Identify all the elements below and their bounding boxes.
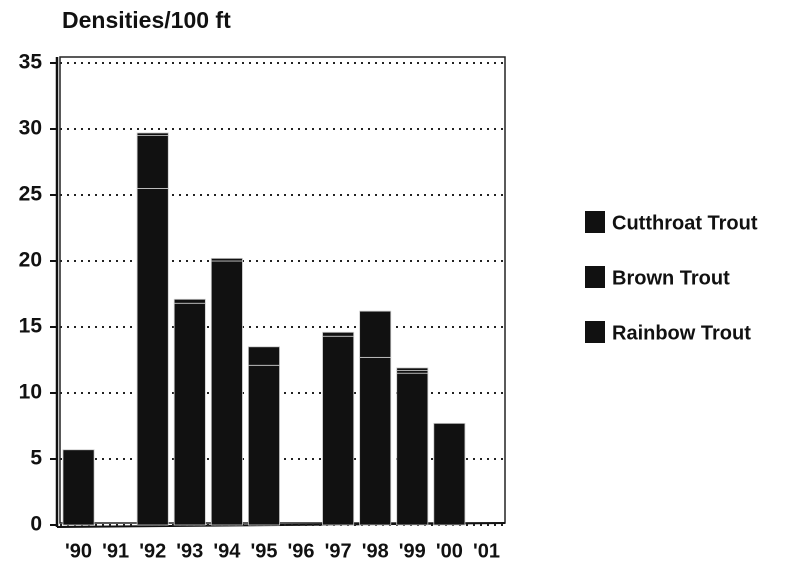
y-tick-label: 20: [19, 249, 42, 272]
y-tick-label: 10: [19, 381, 42, 404]
chart-title: Densities/100 ft: [62, 7, 231, 33]
x-tick-label: '91: [102, 540, 129, 562]
bar-segment: [210, 260, 243, 526]
bar-segment: [210, 257, 243, 262]
bar-segment: [396, 367, 429, 371]
x-tick-label: '92: [139, 540, 166, 562]
x-tick-label: '00: [436, 540, 463, 562]
x-tick-label: '99: [399, 540, 426, 562]
y-tick-label: 15: [19, 315, 43, 338]
bar-segment: [396, 372, 429, 526]
legend-swatch: [585, 321, 605, 343]
x-tick-label: '01: [473, 540, 500, 562]
bar-segment: [173, 302, 206, 526]
bar-segment: [359, 356, 392, 526]
x-tick-label: '90: [65, 540, 92, 562]
bar-segment: [173, 298, 206, 304]
x-tick-label: '93: [176, 540, 203, 562]
bar-segment: [322, 335, 355, 526]
x-tick-label: '94: [213, 540, 241, 562]
y-tick-label: 5: [30, 447, 42, 470]
legend-label: Rainbow Trout: [612, 322, 751, 344]
bar-segment: [322, 331, 355, 337]
bar-segment: [136, 132, 169, 137]
bar-segment: [433, 422, 466, 526]
bar-segment: [247, 346, 280, 366]
x-tick-label: '97: [325, 540, 352, 562]
y-tick-label: 25: [19, 183, 43, 206]
bar-segment: [62, 449, 95, 526]
x-tick-label: '98: [362, 540, 389, 562]
bar-segment: [247, 364, 280, 526]
legend-swatch: [585, 266, 605, 288]
x-axis: [56, 522, 506, 528]
y-tick-label: 35: [19, 51, 43, 74]
bar-segment: [136, 187, 169, 526]
y-tick-label: 0: [30, 513, 42, 536]
y-tick-label: 30: [19, 117, 42, 140]
bar-segment: [359, 310, 392, 358]
bar-segment: [136, 135, 169, 189]
legend-label: Brown Trout: [612, 267, 730, 289]
x-tick-label: '95: [250, 540, 277, 562]
legend-label: Cutthroat Trout: [612, 212, 758, 234]
legend-swatch: [585, 211, 605, 233]
x-tick-label: '96: [288, 540, 315, 562]
plot-frame: [59, 56, 506, 524]
